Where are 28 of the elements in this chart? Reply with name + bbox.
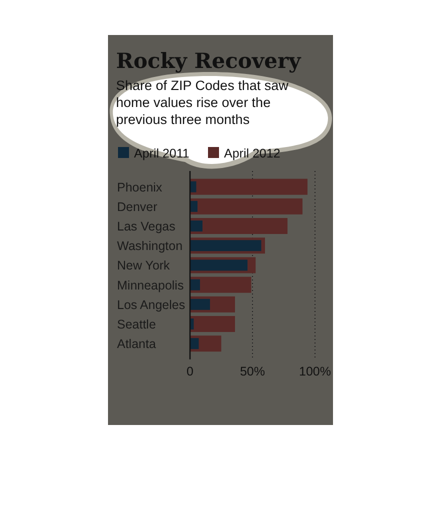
y-tick-label: Phoenix (117, 180, 163, 194)
bar (190, 198, 302, 214)
bar (190, 218, 288, 234)
y-tick-label: Denver (117, 200, 158, 214)
y-tick-label: New York (117, 258, 171, 273)
x-tick-label: 100% (299, 364, 331, 378)
y-tick-label: Minneapolis (117, 278, 184, 292)
bar (190, 178, 308, 195)
chart-title: Rocky Recovery (116, 48, 302, 73)
bar (190, 318, 194, 330)
bar (190, 338, 199, 350)
legend-label: April 2011 (134, 146, 190, 160)
y-tick-label: Seattle (117, 318, 156, 332)
bar (190, 220, 202, 232)
bar (190, 260, 248, 271)
bar (190, 279, 200, 290)
bar (190, 200, 198, 212)
y-tick-label: Los Angeles (117, 298, 186, 312)
y-tick-label: Las Vegas (117, 220, 176, 234)
x-tick-label: 0 (186, 364, 194, 378)
bar (190, 240, 262, 252)
y-tick-label: Washington (117, 239, 183, 254)
x-tick-label: 50% (240, 364, 266, 378)
bar (190, 298, 210, 310)
bar (190, 316, 235, 332)
bar (190, 181, 196, 192)
y-tick-label: Atlanta (117, 337, 156, 352)
chart-subtitle: Share of ZIP Codes that saw home values rise over the previous three months (116, 78, 289, 127)
